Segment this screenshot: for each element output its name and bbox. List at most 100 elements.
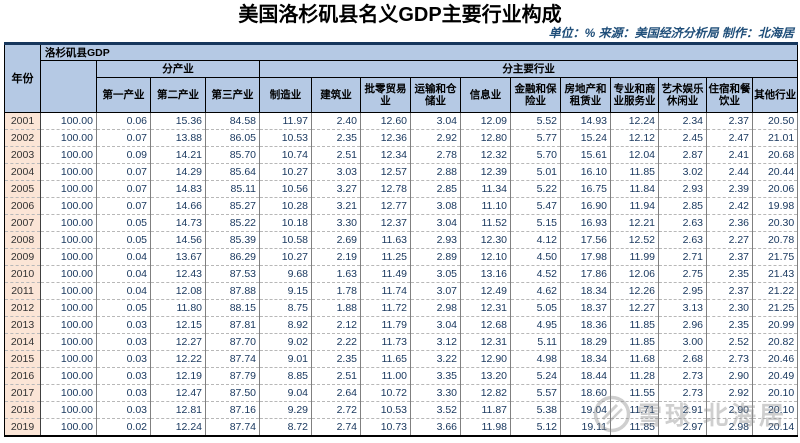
value-cell: 19.04 xyxy=(560,401,611,419)
col-header-finance-insurance: 金融和保险业 xyxy=(510,77,561,113)
value-cell: 2.47 xyxy=(706,129,753,147)
value-cell: 2.72 xyxy=(311,401,361,419)
col-header-year: 年份 xyxy=(4,43,41,113)
col-header-construction: 建筑业 xyxy=(311,77,361,113)
value-cell: 17.56 xyxy=(560,231,611,249)
value-cell: 87.70 xyxy=(205,333,260,351)
value-cell: 10.27 xyxy=(259,248,312,266)
year-cell: 2006 xyxy=(4,197,41,215)
value-cell: 18.34 xyxy=(560,282,611,300)
value-cell: 9.68 xyxy=(259,265,312,283)
value-cell: 87.50 xyxy=(205,384,260,402)
value-cell: 2.37 xyxy=(706,112,753,130)
value-cell: 0.04 xyxy=(96,265,151,283)
value-cell: 17.98 xyxy=(560,248,611,266)
value-cell: 12.82 xyxy=(460,384,511,402)
value-cell: 3.08 xyxy=(410,197,461,215)
value-cell: 2.95 xyxy=(658,282,707,300)
value-cell: 12.24 xyxy=(150,418,206,436)
value-cell: 20.99 xyxy=(752,316,799,334)
value-cell: 11.97 xyxy=(259,112,312,130)
value-cell: 12.10 xyxy=(460,248,511,266)
value-cell: 19.11 xyxy=(560,418,611,436)
value-cell: 85.64 xyxy=(205,163,260,181)
col-header-first-industry: 第一产业 xyxy=(96,77,151,113)
value-cell: 14.29 xyxy=(150,163,206,181)
value-cell: 11.49 xyxy=(360,265,411,283)
value-cell: 0.07 xyxy=(96,129,151,147)
value-cell: 9.02 xyxy=(259,333,312,351)
value-cell: 2.68 xyxy=(658,350,707,368)
value-cell: 12.15 xyxy=(150,316,206,334)
value-cell: 4.50 xyxy=(510,248,561,266)
year-cell: 2017 xyxy=(4,384,41,402)
value-cell: 2.93 xyxy=(410,231,461,249)
value-cell: 12.24 xyxy=(610,112,659,130)
table-row: 2004 100.00 0.07 14.29 85.64 10.27 3.03 12.57 2.… xyxy=(4,163,799,181)
value-cell: 2.97 xyxy=(658,418,707,436)
col-header-professional-business: 专业和商业服务业 xyxy=(610,77,659,113)
value-cell: 85.70 xyxy=(205,146,260,164)
year-cell: 2008 xyxy=(4,231,41,249)
value-cell: 2.69 xyxy=(311,231,361,249)
value-cell: 15.36 xyxy=(150,112,206,130)
value-cell: 12.27 xyxy=(610,299,659,317)
value-cell: 12.32 xyxy=(460,146,511,164)
table-row: 2017 100.00 0.03 12.47 87.50 9.04 2.64 10.72 3.3… xyxy=(4,384,799,402)
value-cell: 16.93 xyxy=(560,214,611,232)
value-cell: 21.75 xyxy=(752,248,799,266)
value-cell: 13.67 xyxy=(150,248,206,266)
value-cell: 8.92 xyxy=(259,316,312,334)
value-cell: 12.43 xyxy=(150,265,206,283)
value-cell: 12.47 xyxy=(150,384,206,402)
col-header-information: 信息业 xyxy=(460,77,511,113)
value-cell: 11.87 xyxy=(460,401,511,419)
group-header-la-county-gdp: 洛杉矶县GDP xyxy=(39,43,799,61)
value-cell: 10.56 xyxy=(259,180,312,198)
value-cell: 21.01 xyxy=(752,129,799,147)
value-cell: 12.26 xyxy=(610,282,659,300)
value-cell: 3.30 xyxy=(410,384,461,402)
value-cell: 3.30 xyxy=(311,214,361,232)
value-cell: 2.92 xyxy=(410,129,461,147)
value-cell: 11.55 xyxy=(610,384,659,402)
value-cell: 15.24 xyxy=(560,129,611,147)
value-cell: 11.85 xyxy=(610,333,659,351)
value-cell: 100.00 xyxy=(40,367,97,385)
value-cell: 11.79 xyxy=(360,316,411,334)
value-cell: 100.00 xyxy=(40,146,97,164)
value-cell: 12.08 xyxy=(150,282,206,300)
value-cell: 100.00 xyxy=(40,333,97,351)
value-cell: 0.04 xyxy=(96,282,151,300)
value-cell: 2.35 xyxy=(706,316,753,334)
value-cell: 3.12 xyxy=(410,333,461,351)
year-cell: 2013 xyxy=(4,316,41,334)
value-cell: 85.22 xyxy=(205,214,260,232)
table-row: 2019 100.00 0.02 12.24 87.74 8.72 2.74 10.73 3.6… xyxy=(4,418,799,436)
value-cell: 0.07 xyxy=(96,197,151,215)
value-cell: 3.04 xyxy=(410,214,461,232)
year-cell: 2009 xyxy=(4,248,41,266)
table-body: 2001 100.00 0.06 15.36 84.58 11.97 2.40 12.60 3.… xyxy=(4,112,799,436)
value-cell: 12.49 xyxy=(460,282,511,300)
value-cell: 0.07 xyxy=(96,163,151,181)
value-cell: 0.03 xyxy=(96,401,151,419)
value-cell: 100.00 xyxy=(40,180,97,198)
group-header-by-industry: 分主要行业 xyxy=(258,60,799,78)
value-cell: 2.92 xyxy=(706,384,753,402)
value-cell: 0.05 xyxy=(96,214,151,232)
value-cell: 10.27 xyxy=(259,163,312,181)
value-cell: 20.50 xyxy=(752,112,799,130)
value-cell: 0.06 xyxy=(96,112,151,130)
value-cell: 3.27 xyxy=(311,180,361,198)
value-cell: 8.72 xyxy=(259,418,312,436)
table-row: 2007 100.00 0.05 14.73 85.22 10.18 3.30 12.37 3.… xyxy=(4,214,799,232)
col-header-realestate-leasing: 房地产和租赁业 xyxy=(560,77,611,113)
value-cell: 2.89 xyxy=(410,248,461,266)
value-cell: 18.37 xyxy=(560,299,611,317)
value-cell: 2.35 xyxy=(311,350,361,368)
value-cell: 18.44 xyxy=(560,367,611,385)
value-cell: 15.61 xyxy=(560,146,611,164)
value-cell: 20.14 xyxy=(752,418,799,436)
value-cell: 100.00 xyxy=(40,299,97,317)
